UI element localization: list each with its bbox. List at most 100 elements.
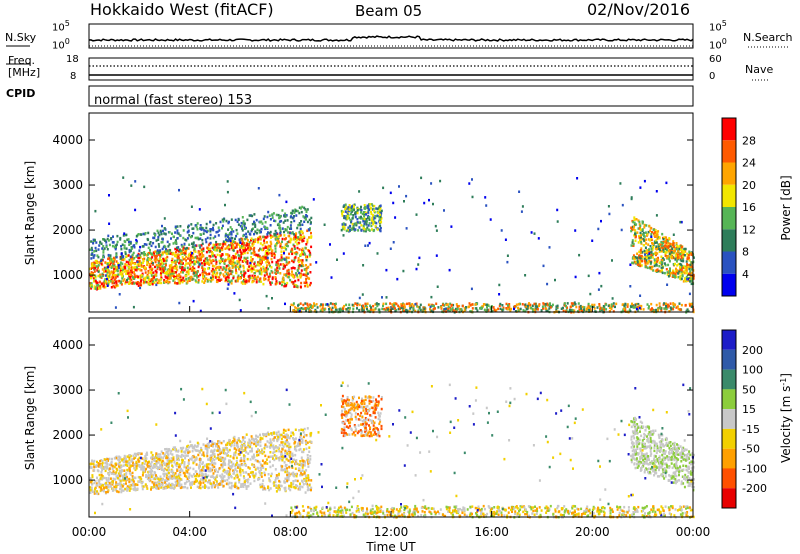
data-cell <box>228 481 231 485</box>
data-cell <box>621 310 624 313</box>
data-cell <box>303 251 306 255</box>
data-cell <box>168 264 171 267</box>
data-cell <box>90 246 93 250</box>
data-cell <box>351 303 354 307</box>
data-cell <box>650 235 653 238</box>
data-cell <box>283 230 285 234</box>
data-cell <box>300 261 303 264</box>
data-cell <box>674 258 677 261</box>
data-cell <box>284 237 286 241</box>
data-cell <box>203 464 206 467</box>
data-cell <box>175 255 178 258</box>
data-cell <box>108 261 111 265</box>
data-cell <box>257 241 260 244</box>
data-cell <box>644 252 646 255</box>
data-cell <box>217 440 220 443</box>
data-cell <box>370 219 373 222</box>
data-cell <box>248 274 251 278</box>
data-cell <box>670 272 673 275</box>
data-cell <box>105 241 108 244</box>
data-cell <box>114 269 117 273</box>
data-cell <box>287 478 290 481</box>
data-cell <box>107 480 110 483</box>
data-cell <box>215 262 218 266</box>
data-cell <box>125 247 128 250</box>
data-cell <box>191 235 193 238</box>
cpid-value: normal (fast stereo) 153 <box>94 93 253 108</box>
data-cell <box>274 229 277 233</box>
data-cell <box>267 307 270 310</box>
data-cell <box>174 271 176 274</box>
noise-tick-bottom-right: 100 <box>709 37 727 52</box>
data-cell <box>196 472 198 476</box>
data-cell <box>294 446 297 449</box>
data-cell <box>340 209 343 213</box>
data-cell <box>154 250 157 253</box>
data-cell <box>93 239 96 242</box>
data-cell <box>225 266 228 270</box>
data-cell <box>301 485 304 489</box>
data-cell <box>163 474 166 478</box>
data-cell <box>377 211 380 215</box>
data-cell <box>211 246 214 250</box>
data-cell <box>406 302 408 306</box>
data-cell <box>362 308 365 312</box>
data-cell <box>475 307 478 310</box>
data-cell <box>329 243 331 246</box>
data-cell <box>271 276 274 279</box>
data-cell <box>164 232 167 236</box>
data-cell <box>90 257 93 260</box>
data-cell <box>364 207 367 210</box>
data-cell <box>156 281 159 285</box>
data-cell <box>343 215 346 218</box>
data-cell <box>544 303 547 306</box>
data-cell <box>237 257 240 260</box>
data-cell <box>367 214 370 218</box>
data-cell <box>253 253 256 256</box>
data-cell <box>166 276 169 279</box>
data-cell <box>296 246 299 250</box>
data-cell <box>143 185 146 189</box>
data-cell <box>281 227 284 230</box>
data-cell <box>348 208 351 211</box>
data-cell <box>160 276 163 280</box>
data-cell <box>630 229 633 233</box>
data-cell <box>248 265 251 268</box>
data-cell <box>185 447 188 450</box>
data-cell <box>91 266 94 269</box>
data-cell <box>524 303 527 306</box>
data-cell <box>354 215 357 219</box>
data-cell <box>116 275 119 278</box>
data-cell <box>234 266 237 269</box>
data-cell <box>309 227 311 230</box>
data-cell <box>277 213 280 217</box>
data-cell <box>159 267 162 270</box>
data-cell <box>214 273 217 277</box>
nave-tick-bottom: 0 <box>709 71 716 82</box>
data-cell <box>481 306 483 310</box>
data-cell <box>94 276 97 279</box>
data-cell <box>123 244 126 247</box>
data-cell <box>209 241 212 245</box>
data-cell <box>157 260 160 263</box>
data-cell <box>162 245 165 249</box>
data-cell <box>204 238 207 241</box>
data-cell <box>112 256 115 260</box>
data-cell <box>167 274 170 277</box>
data-cell <box>176 477 179 481</box>
data-cell <box>261 257 264 260</box>
data-cell <box>246 239 249 242</box>
data-cell <box>126 278 128 282</box>
data-cell <box>680 269 683 272</box>
data-cell <box>169 270 172 273</box>
data-cell <box>640 247 643 250</box>
data-cell <box>97 265 99 268</box>
data-cell <box>589 292 592 296</box>
data-cell <box>94 479 97 483</box>
data-cell <box>656 246 659 250</box>
data-cell <box>128 261 131 264</box>
data-cell <box>270 266 273 269</box>
data-cell <box>626 303 629 306</box>
data-cell <box>277 487 280 491</box>
data-cell <box>253 222 256 225</box>
